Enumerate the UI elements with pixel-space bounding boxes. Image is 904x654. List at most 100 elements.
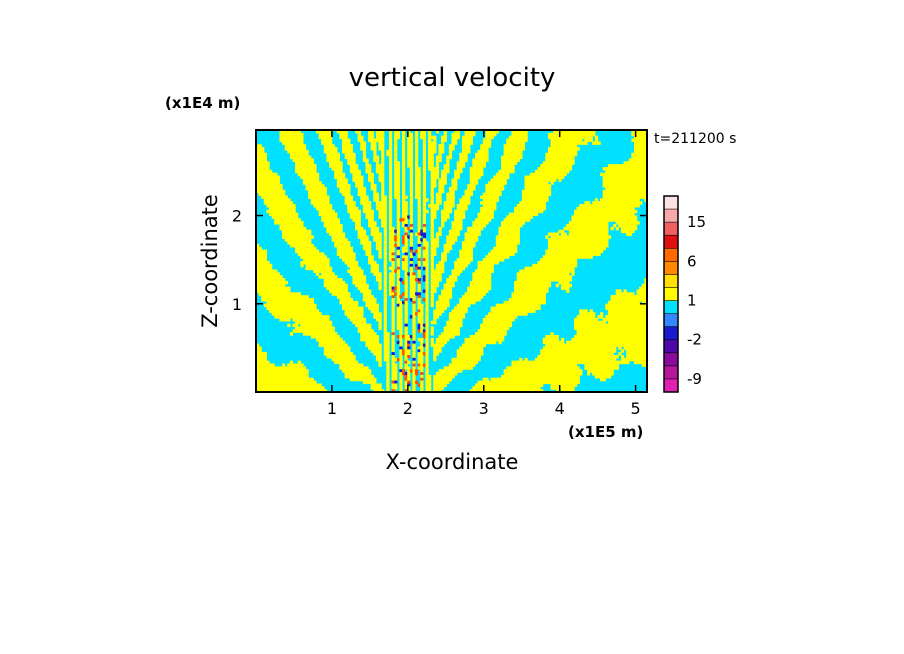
- field-cell: [467, 198, 471, 202]
- field-cell: [415, 164, 419, 168]
- field-cell: [584, 315, 588, 319]
- field-cell: [568, 249, 573, 254]
- y-unit-label: (x1E4 m): [165, 94, 240, 112]
- field-cell: [407, 135, 411, 140]
- field-cell: [514, 243, 518, 248]
- field-cell: [600, 201, 604, 205]
- field-cell: [451, 226, 455, 231]
- field-cell: [493, 255, 497, 259]
- field-cell: [644, 147, 647, 151]
- field-cell: [498, 192, 502, 197]
- field-cell: [495, 198, 500, 202]
- field-cell: [284, 315, 288, 319]
- field-cell: [594, 215, 599, 219]
- field-cell: [576, 141, 580, 145]
- field-cell: [514, 309, 518, 313]
- field-cell: [326, 209, 330, 214]
- field-cell: [482, 141, 486, 145]
- field-cell: [295, 241, 299, 245]
- field-cell: [615, 306, 619, 311]
- field-cell: [266, 178, 270, 182]
- field-cell: [425, 309, 429, 313]
- field-cell: [349, 255, 354, 259]
- field-cell: [620, 215, 625, 219]
- field-cell: [321, 132, 325, 137]
- field-cell: [331, 218, 335, 222]
- field-cell: [313, 175, 317, 180]
- field-cell: [295, 312, 299, 316]
- field-cell: [355, 167, 359, 171]
- field-cell: [404, 249, 408, 254]
- field-cell: [495, 235, 500, 239]
- field-cell: [532, 292, 536, 296]
- field-cell: [362, 292, 367, 296]
- field-cell: [506, 149, 510, 154]
- field-cell: [344, 303, 348, 308]
- field-cell: [592, 232, 596, 236]
- field-cell: [534, 306, 539, 311]
- field-cell: [422, 229, 427, 234]
- field-cell: [620, 212, 625, 217]
- field-cell: [422, 195, 427, 199]
- field-cell: [347, 306, 351, 311]
- field-cell: [407, 215, 411, 219]
- field-cell: [342, 192, 346, 197]
- field-cell: [454, 263, 458, 268]
- field-cell: [610, 309, 614, 313]
- field-cell: [381, 161, 385, 165]
- field-cell: [472, 175, 476, 180]
- field-cell: [469, 232, 473, 236]
- field-cell: [516, 238, 520, 242]
- field-cell: [435, 130, 440, 134]
- field-cell: [456, 229, 460, 234]
- field-cell: [375, 229, 380, 234]
- field-cell: [271, 312, 275, 316]
- field-cell: [396, 198, 400, 202]
- field-cell: [441, 298, 445, 302]
- field-cell: [396, 192, 400, 197]
- field-cell: [495, 303, 500, 308]
- field-cell: [344, 149, 348, 154]
- field-cell: [422, 209, 427, 214]
- field-cell: [456, 306, 460, 311]
- field-cell: [456, 266, 460, 271]
- field-cell: [584, 138, 588, 142]
- field-cell: [620, 195, 625, 199]
- field-cell: [409, 178, 413, 182]
- field-cell: [362, 275, 367, 279]
- field-cell: [409, 223, 413, 228]
- field-cell: [555, 263, 559, 268]
- field-cell: [352, 312, 356, 316]
- field-cell: [433, 141, 437, 145]
- field-cell: [537, 298, 541, 302]
- field-cell: [271, 184, 275, 188]
- field-cell: [417, 306, 421, 311]
- field-cell: [618, 195, 622, 199]
- field-cell: [266, 209, 270, 214]
- field-cell: [545, 178, 549, 182]
- field-cell: [563, 172, 567, 177]
- field-cell: [454, 261, 458, 265]
- field-cell: [360, 275, 364, 279]
- field-cell: [501, 238, 505, 242]
- field-cell: [527, 266, 531, 271]
- field-cell: [527, 309, 531, 313]
- field-cell: [279, 300, 283, 305]
- field-cell: [568, 232, 573, 236]
- field-cell: [477, 229, 481, 234]
- field-cell: [300, 152, 304, 157]
- field-cell: [623, 172, 627, 177]
- field-cell: [347, 161, 351, 165]
- field-cell: [587, 215, 591, 219]
- field-cell: [592, 141, 596, 145]
- field-cell: [378, 241, 382, 245]
- field-cell: [589, 206, 593, 211]
- field-cell: [305, 303, 309, 308]
- field-cell: [318, 181, 322, 185]
- field-cell: [574, 238, 578, 242]
- field-cell: [430, 249, 434, 254]
- field-cell: [357, 178, 361, 182]
- field-cell: [287, 286, 291, 291]
- field-cell: [365, 169, 369, 174]
- field-cell: [321, 258, 325, 262]
